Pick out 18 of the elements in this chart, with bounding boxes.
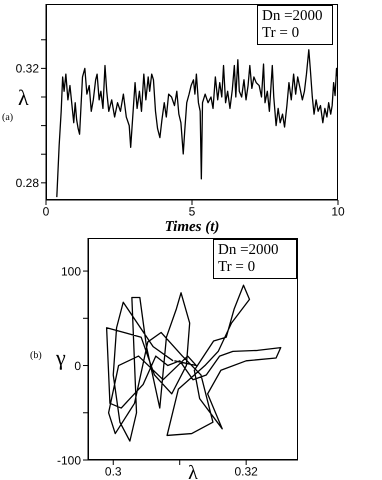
x-tick-label: 0.3	[104, 464, 122, 479]
x-axis-title: λ	[188, 462, 198, 480]
x-tick-label: 5	[188, 204, 196, 219]
y-axis-title: λ	[18, 85, 29, 111]
y-tick-label: -100	[56, 453, 82, 468]
y-tick-label: 100	[60, 264, 82, 278]
y-axis-title: γ	[56, 345, 66, 371]
x-tick-label: 10	[331, 204, 345, 219]
line-series	[106, 284, 282, 442]
text: (a)	[2, 112, 14, 123]
x-tick-label: 0	[42, 204, 50, 219]
y-tick-label: 0.28	[16, 176, 40, 190]
line-series	[56, 49, 338, 198]
annotation: Dn =2000 Tr = 0	[257, 5, 333, 45]
annotation: Dn =2000 Tr = 0	[213, 239, 297, 279]
text: (b)	[30, 350, 42, 361]
x-axis-title: Times (t)	[164, 219, 220, 235]
y-tick-label: 0	[74, 358, 82, 373]
